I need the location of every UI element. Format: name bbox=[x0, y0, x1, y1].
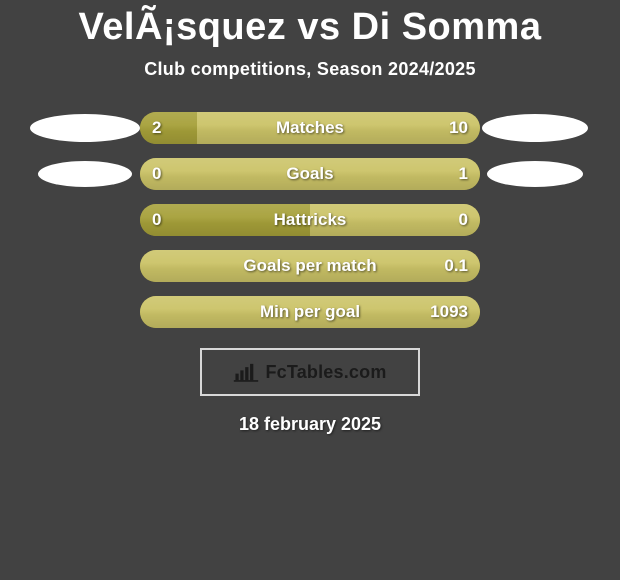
bars-icon bbox=[233, 362, 259, 382]
brand-label: FcTables.com bbox=[265, 362, 386, 383]
stat-value-right: 0 bbox=[459, 204, 468, 236]
stat-bar: Min per goal 1093 bbox=[140, 296, 480, 328]
stat-metric: Min per goal bbox=[140, 296, 480, 328]
left-badge-slot bbox=[30, 114, 140, 142]
right-badge-slot bbox=[480, 114, 590, 142]
stat-metric: Goals bbox=[140, 158, 480, 190]
player-badge-right bbox=[482, 114, 588, 142]
page-subtitle: Club competitions, Season 2024/2025 bbox=[0, 59, 620, 80]
player-badge-left bbox=[38, 161, 132, 187]
stat-metric: Goals per match bbox=[140, 250, 480, 282]
right-badge-slot bbox=[480, 161, 590, 187]
stat-row: 0 Hattricks 0 bbox=[0, 204, 620, 236]
brand-box[interactable]: FcTables.com bbox=[200, 348, 420, 396]
page-title: VelÃ¡squez vs Di Somma bbox=[0, 0, 620, 49]
stat-metric: Hattricks bbox=[140, 204, 480, 236]
stat-value-right: 1093 bbox=[430, 296, 468, 328]
player-badge-right bbox=[487, 161, 583, 187]
player-badge-left bbox=[30, 114, 140, 142]
stat-value-right: 0.1 bbox=[444, 250, 468, 282]
stat-bar: 0 Goals 1 bbox=[140, 158, 480, 190]
stat-metric: Matches bbox=[140, 112, 480, 144]
stat-row: Min per goal 1093 bbox=[0, 296, 620, 328]
stat-bar: 2 Matches 10 bbox=[140, 112, 480, 144]
stat-rows: 2 Matches 10 0 Goals 1 bbox=[0, 112, 620, 328]
stat-value-right: 10 bbox=[449, 112, 468, 144]
comparison-card: VelÃ¡squez vs Di Somma Club competitions… bbox=[0, 0, 620, 580]
stat-bar: 0 Hattricks 0 bbox=[140, 204, 480, 236]
stat-row: Goals per match 0.1 bbox=[0, 250, 620, 282]
stat-row: 0 Goals 1 bbox=[0, 158, 620, 190]
stat-bar: Goals per match 0.1 bbox=[140, 250, 480, 282]
date-label: 18 february 2025 bbox=[0, 414, 620, 435]
stat-value-right: 1 bbox=[459, 158, 468, 190]
stat-row: 2 Matches 10 bbox=[0, 112, 620, 144]
left-badge-slot bbox=[30, 161, 140, 187]
